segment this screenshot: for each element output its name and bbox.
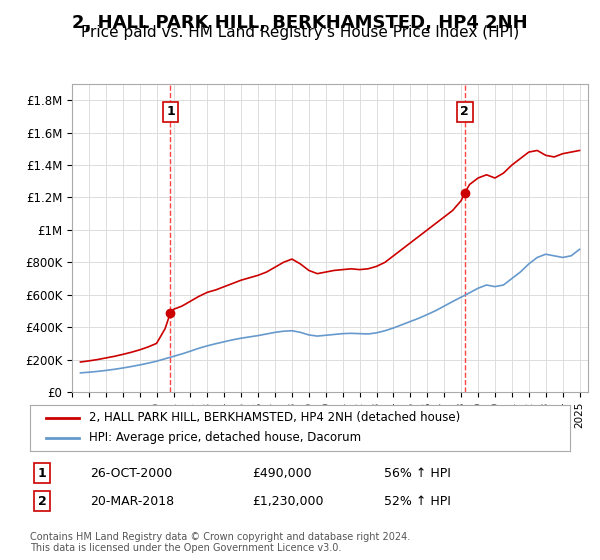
Text: HPI: Average price, detached house, Dacorum: HPI: Average price, detached house, Daco… [89,431,362,445]
Text: 56% ↑ HPI: 56% ↑ HPI [384,466,451,480]
Text: Price paid vs. HM Land Registry's House Price Index (HPI): Price paid vs. HM Land Registry's House … [81,25,519,40]
Text: 1: 1 [38,466,46,480]
Text: 2: 2 [460,105,469,118]
Text: 20-MAR-2018: 20-MAR-2018 [90,494,174,508]
Text: 2: 2 [38,494,46,508]
Text: 2, HALL PARK HILL, BERKHAMSTED, HP4 2NH: 2, HALL PARK HILL, BERKHAMSTED, HP4 2NH [72,14,528,32]
Text: £1,230,000: £1,230,000 [252,494,323,508]
Text: 1: 1 [166,105,175,118]
Text: 26-OCT-2000: 26-OCT-2000 [90,466,172,480]
Text: Contains HM Land Registry data © Crown copyright and database right 2024.
This d: Contains HM Land Registry data © Crown c… [30,531,410,553]
Text: 52% ↑ HPI: 52% ↑ HPI [384,494,451,508]
Text: £490,000: £490,000 [252,466,311,480]
Text: 2, HALL PARK HILL, BERKHAMSTED, HP4 2NH (detached house): 2, HALL PARK HILL, BERKHAMSTED, HP4 2NH … [89,411,461,424]
